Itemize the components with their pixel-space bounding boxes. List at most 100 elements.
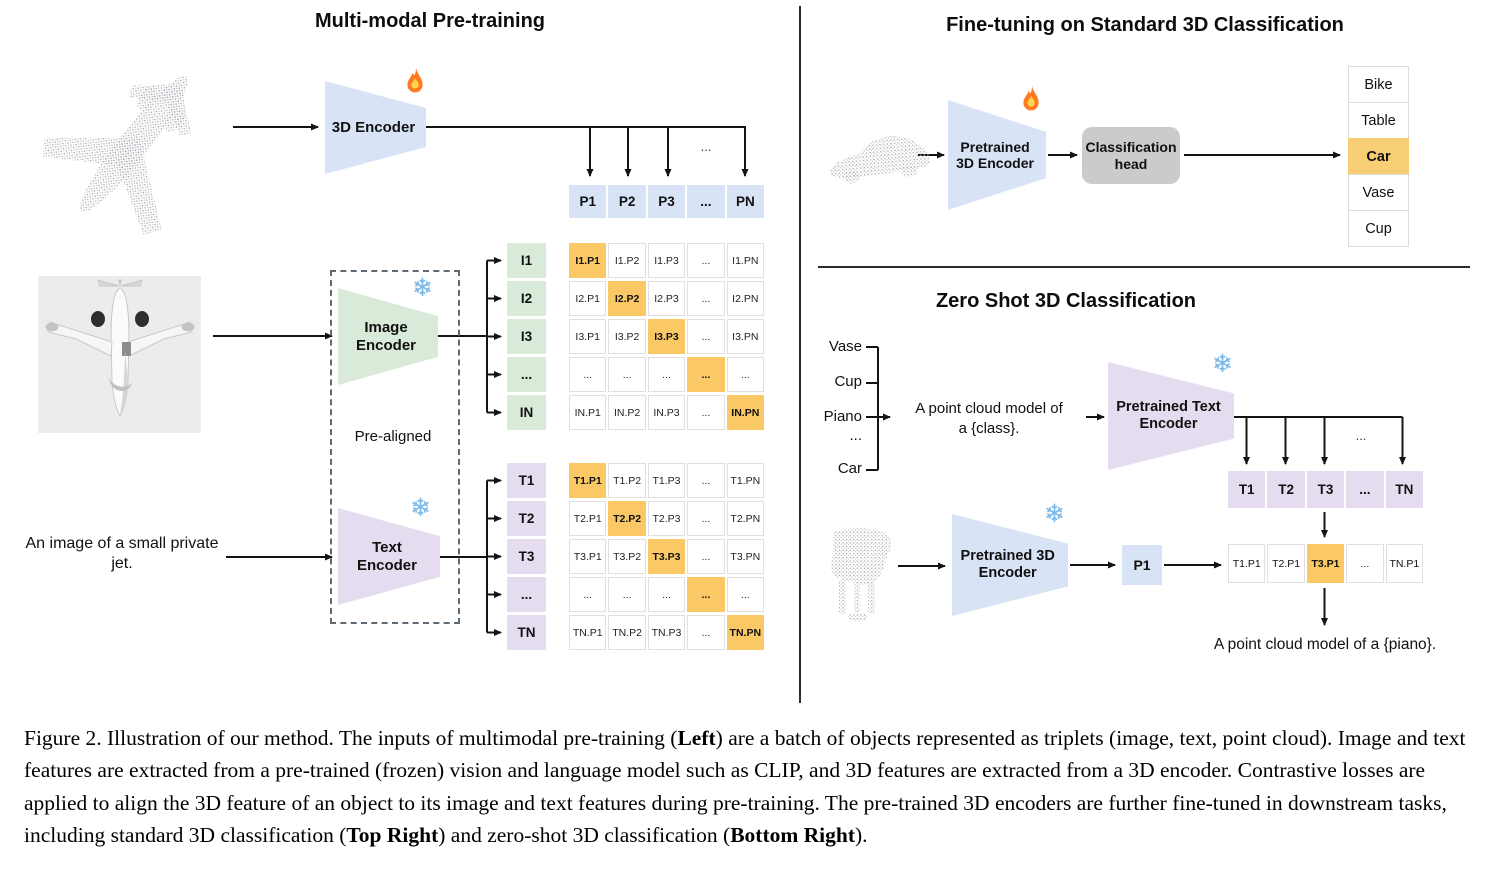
matrix-cell: ... (687, 577, 725, 612)
encoder-3d-label: 3D Encoder (331, 118, 416, 136)
classification-head: Classification head (1082, 127, 1180, 184)
cell: T3.P1 (1306, 544, 1345, 583)
airplane-photo (38, 276, 201, 433)
p-feature-row: P1 P2 P3... PN (569, 185, 765, 218)
cell: ... (1346, 471, 1384, 508)
class-word: ... (849, 427, 862, 444)
matrix-cell: TN.PN (726, 615, 764, 650)
cell: T1 (507, 463, 546, 498)
matrix-cell: T2.P3 (647, 501, 686, 536)
cell: T1.P1 (1228, 544, 1266, 583)
cell: PN (726, 185, 765, 218)
fire-icon (1023, 86, 1039, 111)
horizontal-divider (818, 266, 1470, 268)
matrix-cell: I2.P3 (647, 281, 686, 316)
matrix-cell: TN.P1 (569, 615, 607, 650)
text-encoder-label: Text Encoder (356, 539, 417, 574)
cell: TN (507, 615, 546, 650)
prompt-template-line1: A point cloud model of (915, 400, 1063, 417)
matrix-cell: ... (726, 577, 764, 612)
image-encoder-label: Image Encoder (355, 319, 416, 354)
matrix-cell: T1.P3 (647, 463, 686, 498)
prompt-template-line2: a {class}. (958, 419, 1020, 437)
cell: ... (1346, 544, 1384, 583)
matrix-cell: IN.PN (726, 395, 764, 430)
cell: I3 (507, 319, 546, 354)
pretrained-3d-encoder-zeroshot-label: Pretrained 3D Encoder (960, 548, 1055, 581)
matrix-cell: I1.P3 (647, 243, 686, 278)
image-point-similarity-matrix: I1.P1 I1.P2 I1.P3... I1.PN I2.P1 I2.P2 I2.P3..… (569, 243, 764, 430)
similarity-result-row: T1.P1 T2.P1 T3.P1... TN.P1 (1228, 544, 1424, 583)
cell: Car (1348, 138, 1409, 175)
snowflake-icon: ❄ (412, 274, 433, 302)
fire-icon (407, 68, 423, 93)
matrix-cell: T2.P2 (608, 501, 646, 536)
left-panel-title: Multi-modal Pre-training (315, 10, 545, 32)
ellipsis-label: ... (700, 139, 712, 154)
cell: P3 (647, 185, 686, 218)
matrix-cell: IN.P2 (608, 395, 646, 430)
pretrained-text-encoder: Pretrained Text Encoder (1108, 362, 1234, 470)
caption-bold-text: Left (677, 726, 716, 750)
matrix-cell: T3.PN (726, 539, 764, 574)
matrix-cell: ... (687, 281, 725, 316)
cell: P2 (608, 185, 646, 218)
pretrained-3d-encoder-zeroshot: Pretrained 3D Encoder (952, 514, 1068, 616)
matrix-cell: T1.P1 (569, 463, 607, 498)
snowflake-icon: ❄ (410, 494, 431, 522)
matrix-cell: ... (687, 319, 725, 354)
caption-bold-text: Top Right (346, 822, 439, 847)
cell: T1 (1228, 471, 1266, 508)
matrix-cell: TN.P3 (647, 615, 686, 650)
pre-aligned-box (330, 270, 460, 624)
matrix-cell: ... (687, 243, 725, 278)
result-prompt: A point cloud model of a {piano}. (1180, 636, 1470, 654)
cell: ... (507, 577, 546, 612)
matrix-cell: I3.PN (726, 319, 764, 354)
vertical-divider (799, 6, 801, 703)
matrix-cell: ... (687, 357, 725, 392)
caption-text: ). (855, 822, 868, 847)
matrix-cell: T1.P2 (608, 463, 646, 498)
matrix-cell: T1.PN (726, 463, 764, 498)
text-feature-row: T1 T2 T3... TN (1228, 471, 1424, 508)
matrix-cell: I1.P1 (569, 243, 607, 278)
matrix-cell: I1.P2 (608, 243, 646, 278)
prompt-template: A point cloud model of a {class}. (893, 399, 1085, 438)
result-prompt-text: A point cloud model of a {piano}. (1213, 636, 1437, 653)
cell: I2 (507, 281, 546, 316)
piano-point-cloud (831, 528, 891, 621)
cell: T2 (507, 501, 546, 536)
class-word: Piano (823, 408, 862, 425)
cell: T3 (1306, 471, 1345, 508)
image-text-description: An image of a small private jet. (22, 534, 222, 574)
matrix-cell: I1.PN (726, 243, 764, 278)
matrix-cell: I3.P2 (608, 319, 646, 354)
matrix-cell: ... (608, 577, 646, 612)
cell: T2 (1267, 471, 1305, 508)
pretrained-3d-encoder-finetune: Pretrained 3D Encoder (948, 100, 1046, 210)
top-right-title: Fine-tuning on Standard 3D Classificatio… (946, 14, 1344, 36)
image-feature-labels: I1 I2 I3... IN (507, 243, 546, 430)
bottom-right-title: Zero Shot 3D Classification (935, 290, 1197, 312)
matrix-cell: ... (647, 577, 686, 612)
matrix-cell: T3.P2 (608, 539, 646, 574)
matrix-cell: ... (608, 357, 646, 392)
p1-label: P1 (1133, 557, 1151, 573)
matrix-cell: T2.P1 (569, 501, 607, 536)
encoder-3d: 3D Encoder (325, 81, 426, 174)
matrix-cell: ... (687, 501, 725, 536)
p1-feature-box: P1 (1122, 545, 1162, 585)
pretrained-3d-encoder-finetune-label: Pretrained 3D Encoder (956, 138, 1034, 171)
car-point-cloud (830, 136, 931, 184)
pre-aligned-label: Pre-aligned (354, 428, 432, 445)
class-list: Bike Table Car Vase Cup (1348, 66, 1409, 247)
matrix-cell: IN.P3 (647, 395, 686, 430)
cell: TN (1385, 471, 1424, 508)
snowflake-icon: ❄ (1212, 350, 1233, 378)
matrix-cell: ... (569, 577, 607, 612)
matrix-cell: I2.P2 (608, 281, 646, 316)
cell: T3 (507, 539, 546, 574)
matrix-cell: ... (687, 615, 725, 650)
